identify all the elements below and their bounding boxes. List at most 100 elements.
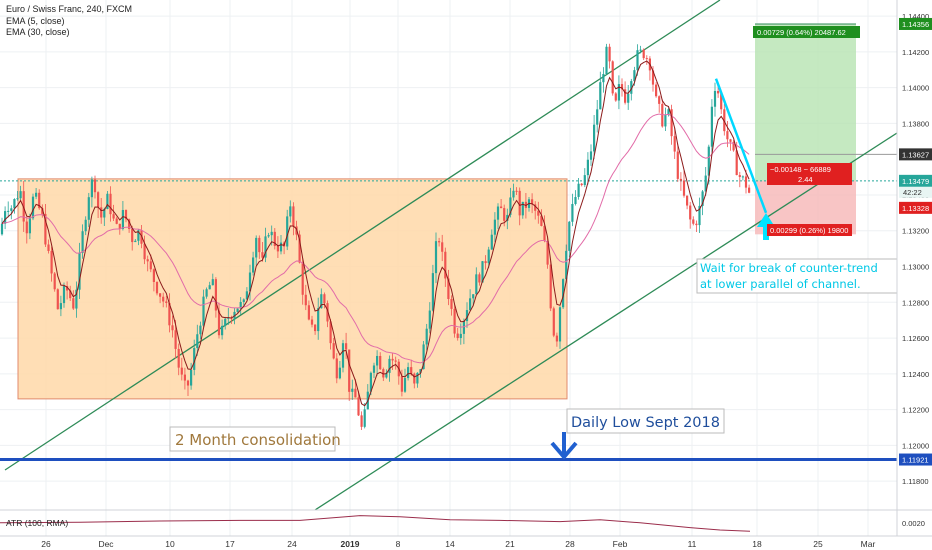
candle-body [53,273,56,290]
candle [571,193,574,227]
down-arrow-icon [550,441,578,459]
x-tick-label: 21 [505,539,515,549]
candle [211,273,214,286]
candle [245,287,248,300]
candle-body [720,93,723,110]
candle [729,138,732,151]
candle-body [633,70,636,82]
y-tick-label: 1.11800 [902,477,929,486]
candle-body [109,193,112,215]
countdown-bg [899,186,932,198]
stop-label-1: −0.00148 ~ 66889 [770,165,831,174]
candle-body [44,213,47,245]
candle [50,246,53,282]
ema-slow-legend[interactable]: EMA (30, close) [6,27,70,37]
candle-body [391,358,394,361]
candle [580,183,583,187]
candle [199,321,202,340]
candle-body [314,324,317,332]
candle [248,264,252,301]
candle [512,183,515,201]
candle-body [307,305,310,320]
candle [493,212,496,243]
candle [93,175,97,199]
candle-body [602,74,605,83]
candle [97,191,100,218]
candle-body [465,310,469,322]
candle-body [469,298,472,311]
candle-body [478,274,481,283]
consolidation-label-box [169,426,336,452]
candle-body [521,201,524,216]
candle [69,285,72,302]
candle [25,216,28,244]
candle [645,55,648,65]
candle [695,220,698,232]
candle [44,203,47,248]
candle-body [450,299,453,309]
candle-body [41,208,44,214]
candle [348,349,351,401]
candle [38,189,41,210]
candle-body [704,175,707,192]
candle-body [444,251,447,279]
candle [298,230,301,264]
y-tick-label: 1.12600 [902,334,929,343]
candle [596,99,599,133]
candle-body [583,175,586,186]
candle-body [301,262,304,295]
candle-body [267,235,270,237]
candle-body [425,328,428,345]
ema-fast-legend[interactable]: EMA (5, close) [6,15,65,26]
candle-body [599,82,602,110]
candle [558,306,562,349]
candle [66,281,69,300]
candle-body [338,367,341,379]
candle-body [66,286,69,291]
candle-body [59,303,62,310]
candle-body [509,197,512,215]
candle-body [258,237,261,253]
candle [252,251,255,276]
candle [208,281,211,290]
candle-body [723,109,726,132]
candle-body [270,231,273,236]
candle-body [552,308,555,336]
y-tick-label: 1.14400 [902,12,929,21]
candle [456,327,459,341]
candle-body [614,93,617,101]
candle [323,292,326,309]
candle [372,362,376,379]
y-tick-label: 1.12800 [902,298,929,307]
y-tick-label: 1.14200 [902,48,929,57]
candle [664,107,667,132]
candle [732,139,735,152]
candle-body [707,146,710,176]
candle-body [593,124,596,152]
x-tick-label: 25 [813,539,823,549]
candle-body [642,49,645,59]
candle-body [484,261,487,264]
candle-body [261,252,264,258]
candle-body [376,355,379,366]
candle [242,298,245,307]
candle-body [546,241,549,265]
candle [376,350,379,376]
candle [202,289,205,328]
counter-trend-label: Wait for break of counter-trend [700,261,878,275]
candle-body [239,301,242,309]
candle [326,300,329,328]
candle-body [506,214,509,221]
candle-body [713,90,717,107]
candle-body [279,242,283,252]
symbol-title[interactable]: Euro / Swiss Franc, 240, FXCM [6,4,133,14]
candle [738,171,741,188]
tp-price-badge: 1.14356 [902,20,929,29]
candle [748,184,751,194]
candle [289,200,292,223]
candle-body [224,318,227,326]
candle [16,191,19,201]
candle-body [193,348,196,370]
atr-legend[interactable]: ATR (100, RMA) [6,518,69,528]
